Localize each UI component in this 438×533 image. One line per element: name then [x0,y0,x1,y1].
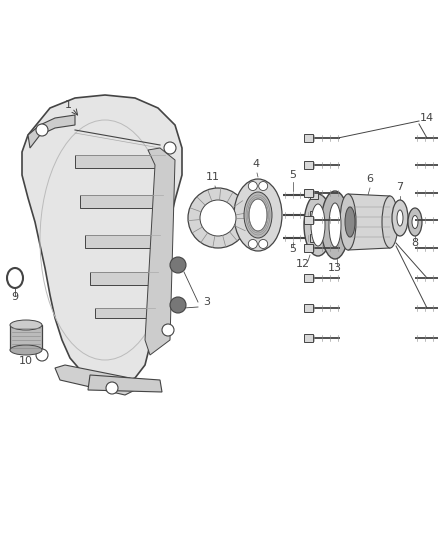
Polygon shape [55,365,135,395]
Ellipse shape [408,208,422,236]
Circle shape [259,239,268,248]
Ellipse shape [382,196,398,248]
FancyBboxPatch shape [304,216,313,224]
Text: 3: 3 [204,297,211,307]
Circle shape [170,297,186,313]
Ellipse shape [244,192,272,238]
Circle shape [248,182,257,190]
FancyBboxPatch shape [304,304,313,312]
Text: 8: 8 [411,238,419,248]
Ellipse shape [340,194,356,250]
FancyBboxPatch shape [310,191,318,199]
Ellipse shape [397,210,403,226]
Circle shape [259,182,268,190]
Polygon shape [28,115,75,148]
Circle shape [170,257,186,273]
Text: 5: 5 [290,244,297,254]
FancyBboxPatch shape [304,161,313,169]
FancyBboxPatch shape [310,211,318,219]
Circle shape [188,188,248,248]
FancyBboxPatch shape [304,334,313,342]
Text: 9: 9 [11,292,18,302]
Ellipse shape [249,199,267,231]
Polygon shape [88,375,162,392]
Circle shape [36,349,48,361]
Circle shape [36,124,48,136]
Ellipse shape [10,345,42,355]
Ellipse shape [304,194,332,256]
Text: 13: 13 [328,263,342,273]
Text: 11: 11 [206,172,220,182]
Ellipse shape [392,200,408,236]
Text: 12: 12 [296,259,310,269]
Text: 10: 10 [19,356,33,366]
FancyBboxPatch shape [304,244,313,252]
Circle shape [200,200,236,236]
Text: 6: 6 [367,174,374,184]
FancyBboxPatch shape [304,134,313,142]
Polygon shape [145,148,175,355]
FancyBboxPatch shape [304,274,313,282]
Circle shape [248,239,257,248]
Circle shape [164,142,176,154]
Bar [10,325,42,350]
Polygon shape [80,195,163,208]
Text: 4: 4 [252,159,260,169]
Polygon shape [75,155,165,168]
Ellipse shape [234,179,282,251]
Text: 5: 5 [290,170,297,180]
Ellipse shape [311,204,325,246]
Circle shape [162,324,174,336]
Text: 14: 14 [420,113,434,123]
Ellipse shape [329,203,341,247]
FancyBboxPatch shape [304,189,313,197]
Polygon shape [22,95,182,385]
Polygon shape [95,308,155,318]
Ellipse shape [345,207,355,237]
Ellipse shape [10,320,42,330]
Text: 2: 2 [386,231,394,245]
Polygon shape [85,235,160,248]
Ellipse shape [412,215,418,229]
Ellipse shape [321,191,349,259]
Text: 7: 7 [396,182,403,192]
Circle shape [106,382,118,394]
Polygon shape [348,194,390,250]
Text: 1: 1 [64,100,71,110]
FancyBboxPatch shape [310,234,318,242]
Polygon shape [90,272,158,285]
